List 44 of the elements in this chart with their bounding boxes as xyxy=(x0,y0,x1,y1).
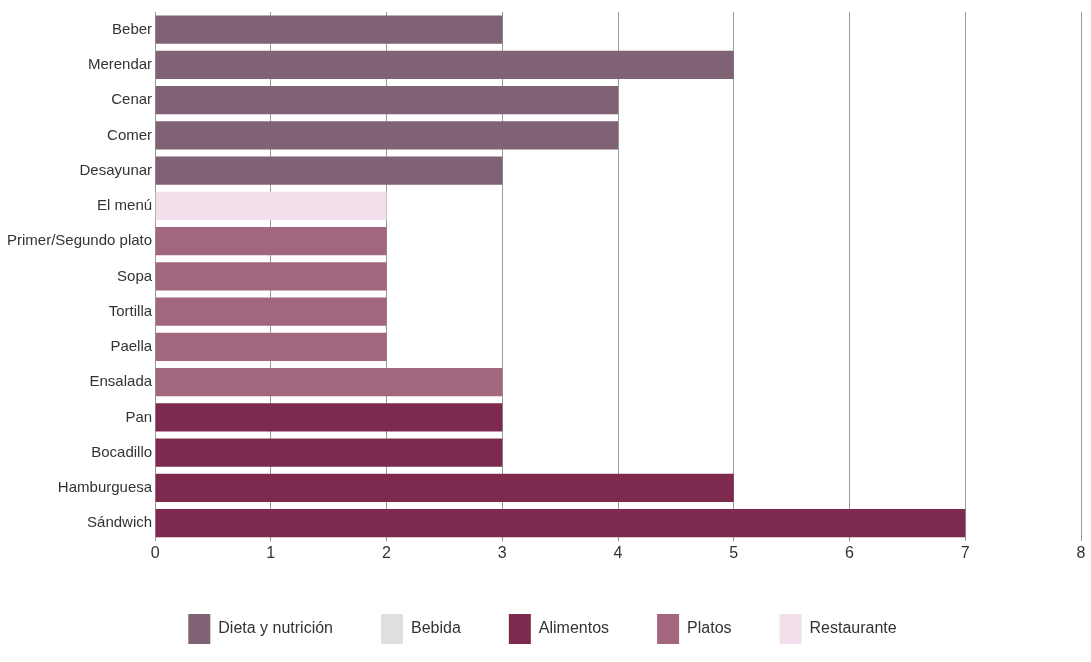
y-tick-label: Comer xyxy=(107,125,153,143)
x-tick-label: 7 xyxy=(960,543,970,561)
y-tick-label: Merendar xyxy=(87,55,153,73)
y-tick-label: Cenar xyxy=(111,90,153,108)
bar xyxy=(155,226,387,256)
legend-label: Platos xyxy=(687,619,732,637)
bar xyxy=(155,403,503,432)
x-tick-label: 1 xyxy=(266,543,276,561)
bar xyxy=(155,191,387,221)
y-tick-label: Beber xyxy=(112,19,153,37)
bar xyxy=(155,50,734,80)
legend-label: Dieta y nutrición xyxy=(218,619,334,637)
bar xyxy=(155,332,387,362)
bar xyxy=(155,438,503,467)
x-tick-label: 2 xyxy=(382,543,392,561)
bar xyxy=(155,509,966,538)
y-tick-label: Primer/Segundo plato xyxy=(6,231,153,249)
x-tick-label: 8 xyxy=(1076,543,1086,561)
y-tick-label: Sopa xyxy=(117,266,153,284)
y-tick-label: Bocadillo xyxy=(91,442,153,460)
x-tick-label: 6 xyxy=(845,543,855,561)
y-tick-label: Ensalada xyxy=(89,372,153,390)
bar xyxy=(155,368,503,397)
x-tick-label: 0 xyxy=(150,543,160,561)
bar xyxy=(155,85,619,115)
y-tick-label: Tortilla xyxy=(108,301,153,319)
y-tick-label: Pan xyxy=(125,407,153,425)
bar xyxy=(155,262,387,291)
bar xyxy=(155,297,387,326)
y-tick-label: Sándwich xyxy=(87,513,153,531)
x-tick-label: 5 xyxy=(729,543,739,561)
y-tick-label: Paella xyxy=(110,337,153,355)
y-tick-label: Desayunar xyxy=(79,160,153,178)
legend-label: Bebida xyxy=(411,619,461,637)
y-tick-label: Hamburguesa xyxy=(57,478,153,496)
bar xyxy=(155,473,734,503)
x-tick-label: 3 xyxy=(497,543,507,561)
bar xyxy=(155,121,619,150)
bar xyxy=(155,156,503,185)
y-tick-label: El menú xyxy=(97,196,153,214)
bar xyxy=(155,15,503,44)
legend-label: Alimentos xyxy=(538,619,610,637)
x-tick-label: 4 xyxy=(613,543,623,561)
legend-label: Restaurante xyxy=(809,619,897,637)
